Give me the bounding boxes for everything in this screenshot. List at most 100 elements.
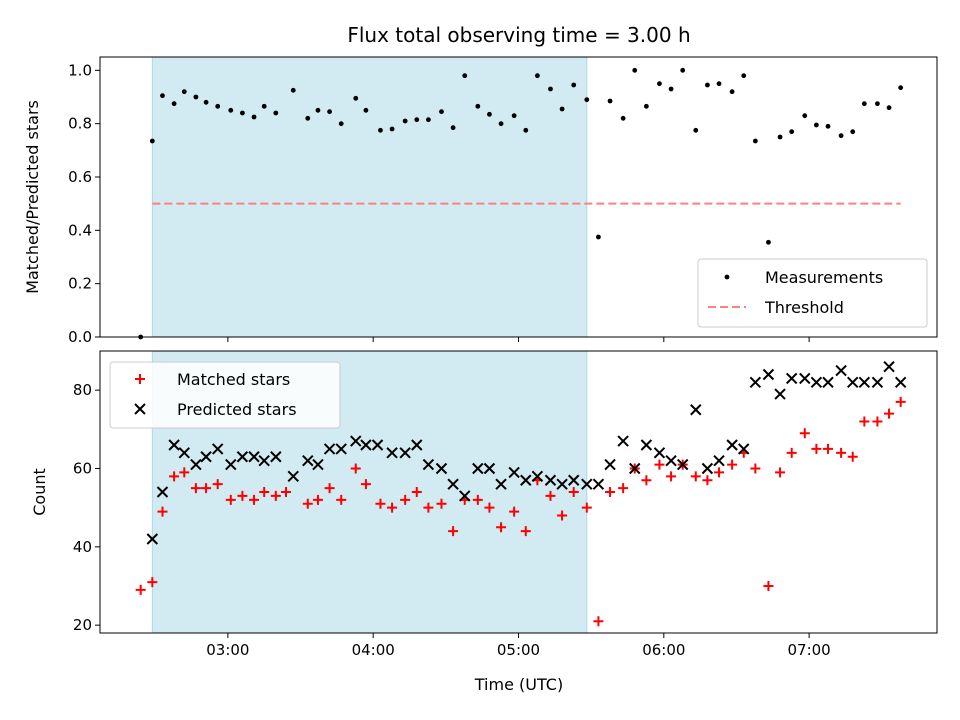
measurement-point: [716, 81, 722, 87]
x-tick-label: 04:00: [352, 641, 395, 659]
measurement-point: [777, 134, 783, 140]
predicted-star-point: [312, 458, 324, 471]
predicted-star-point: [738, 443, 750, 455]
measurement-point: [240, 110, 245, 116]
measurement-point: [389, 126, 395, 132]
measurement-point: [327, 109, 332, 115]
matched-star-point: [270, 490, 281, 501]
matched-star-point: [847, 451, 858, 462]
x-tick-label: 03:00: [206, 641, 249, 659]
predicted-star-point: [190, 458, 202, 471]
measurement-point: [475, 103, 481, 109]
measurement-point: [450, 125, 456, 131]
chart-title: Flux total observing time = 3.00 h: [347, 23, 690, 47]
matched-star-point: [157, 506, 168, 517]
measurement-point: [215, 103, 221, 109]
predicted-star-point: [822, 376, 834, 389]
predicted-star-point: [211, 443, 224, 455]
matched-star-point: [666, 471, 677, 482]
matched-star-point: [714, 467, 725, 478]
predicted-star-point: [508, 466, 520, 479]
matched-star-point: [593, 616, 604, 627]
legend-label: Measurements: [765, 268, 883, 287]
measurement-point: [487, 111, 492, 117]
measurement-point: [596, 234, 601, 240]
measurement-point: [534, 73, 540, 79]
predicted-star-point: [225, 458, 237, 471]
predicted-star-point: [894, 376, 907, 389]
matched-star-point: [605, 487, 616, 497]
matched-star-point: [302, 498, 313, 509]
predicted-star-point: [592, 478, 605, 490]
measurement-point: [305, 115, 311, 121]
measurement-point: [414, 117, 420, 123]
matched-star-point: [324, 483, 335, 494]
predicted-star-point: [178, 447, 190, 459]
matched-star-point: [135, 374, 145, 384]
predicted-star-point: [411, 439, 423, 451]
predicted-star-point: [653, 447, 666, 459]
y-tick-label: 40: [73, 538, 92, 556]
predicted-star-point: [399, 447, 411, 459]
matched-star-point: [436, 498, 447, 509]
measurement-point: [861, 101, 867, 107]
matched-star-point: [147, 577, 158, 588]
measurement-point: [643, 103, 649, 109]
legend-box: [109, 361, 341, 429]
predicted-star-point: [520, 474, 532, 486]
measurement-point: [511, 113, 517, 119]
predicted-star-point: [726, 439, 738, 451]
measurement-point: [353, 95, 359, 101]
y-tick-label: 0.8: [68, 115, 92, 133]
predicted-star-point: [323, 443, 336, 455]
predicted-star-point: [386, 447, 398, 459]
matched-star-point: [375, 498, 386, 509]
matched-star-point: [557, 510, 568, 521]
measurement-point: [729, 89, 735, 95]
predicted-star-point: [134, 403, 146, 415]
predicted-star-point: [287, 470, 299, 483]
predicted-star-point: [749, 376, 762, 389]
predicted-star-point: [762, 368, 775, 381]
measurement-point: [228, 107, 234, 113]
predicted-star-point: [435, 462, 448, 475]
measurement-point: [193, 94, 199, 100]
predicted-star-point: [483, 462, 496, 475]
predicted-star-point: [810, 376, 823, 389]
predicted-star-point: [258, 454, 270, 467]
y-axis-title: Count: [30, 468, 49, 516]
measurement-point: [571, 82, 577, 88]
matched-star-point: [641, 475, 652, 486]
predicted-star-point: [871, 376, 884, 389]
measurement-point: [693, 127, 699, 133]
matched-star-point: [201, 483, 212, 494]
predicted-star-point: [640, 439, 653, 451]
measurement-point: [813, 122, 819, 128]
matched-star-point: [581, 502, 592, 513]
ratio-panel: 0.0 0.2 0.4 0.6 0.8 1.0 Matched/Predicted star…: [23, 56, 938, 346]
count-panel: 20 40 60 80 03:00 04:00 05:00 06:00 07:00 Count Ma…: [30, 350, 938, 659]
predicted-star-point: [676, 458, 689, 471]
y-tick-label: 0.0: [68, 328, 92, 346]
predicted-star-point: [665, 454, 677, 467]
predicted-star-point: [568, 474, 580, 486]
predicted-star-point: [858, 376, 871, 389]
matched-star-point: [520, 526, 531, 537]
matched-star-point: [763, 581, 774, 591]
measurement-point: [149, 138, 155, 144]
measurement-point: [462, 73, 468, 79]
matched-star-point: [237, 490, 248, 501]
predicted-star-point: [581, 478, 593, 490]
matched-star-point: [895, 396, 906, 407]
matched-star-point: [836, 447, 847, 458]
measurement-point: [338, 121, 344, 127]
measurement-point: [584, 97, 590, 103]
predicted-star-point: [556, 478, 568, 490]
matched-star-point: [360, 479, 371, 490]
measurement-point: [203, 99, 209, 105]
measurement-point: [273, 110, 279, 116]
measurement-point: [378, 127, 383, 133]
predicted-star-point: [146, 533, 159, 545]
predicted-star-point: [883, 360, 895, 373]
predicted-star-point: [472, 462, 484, 475]
